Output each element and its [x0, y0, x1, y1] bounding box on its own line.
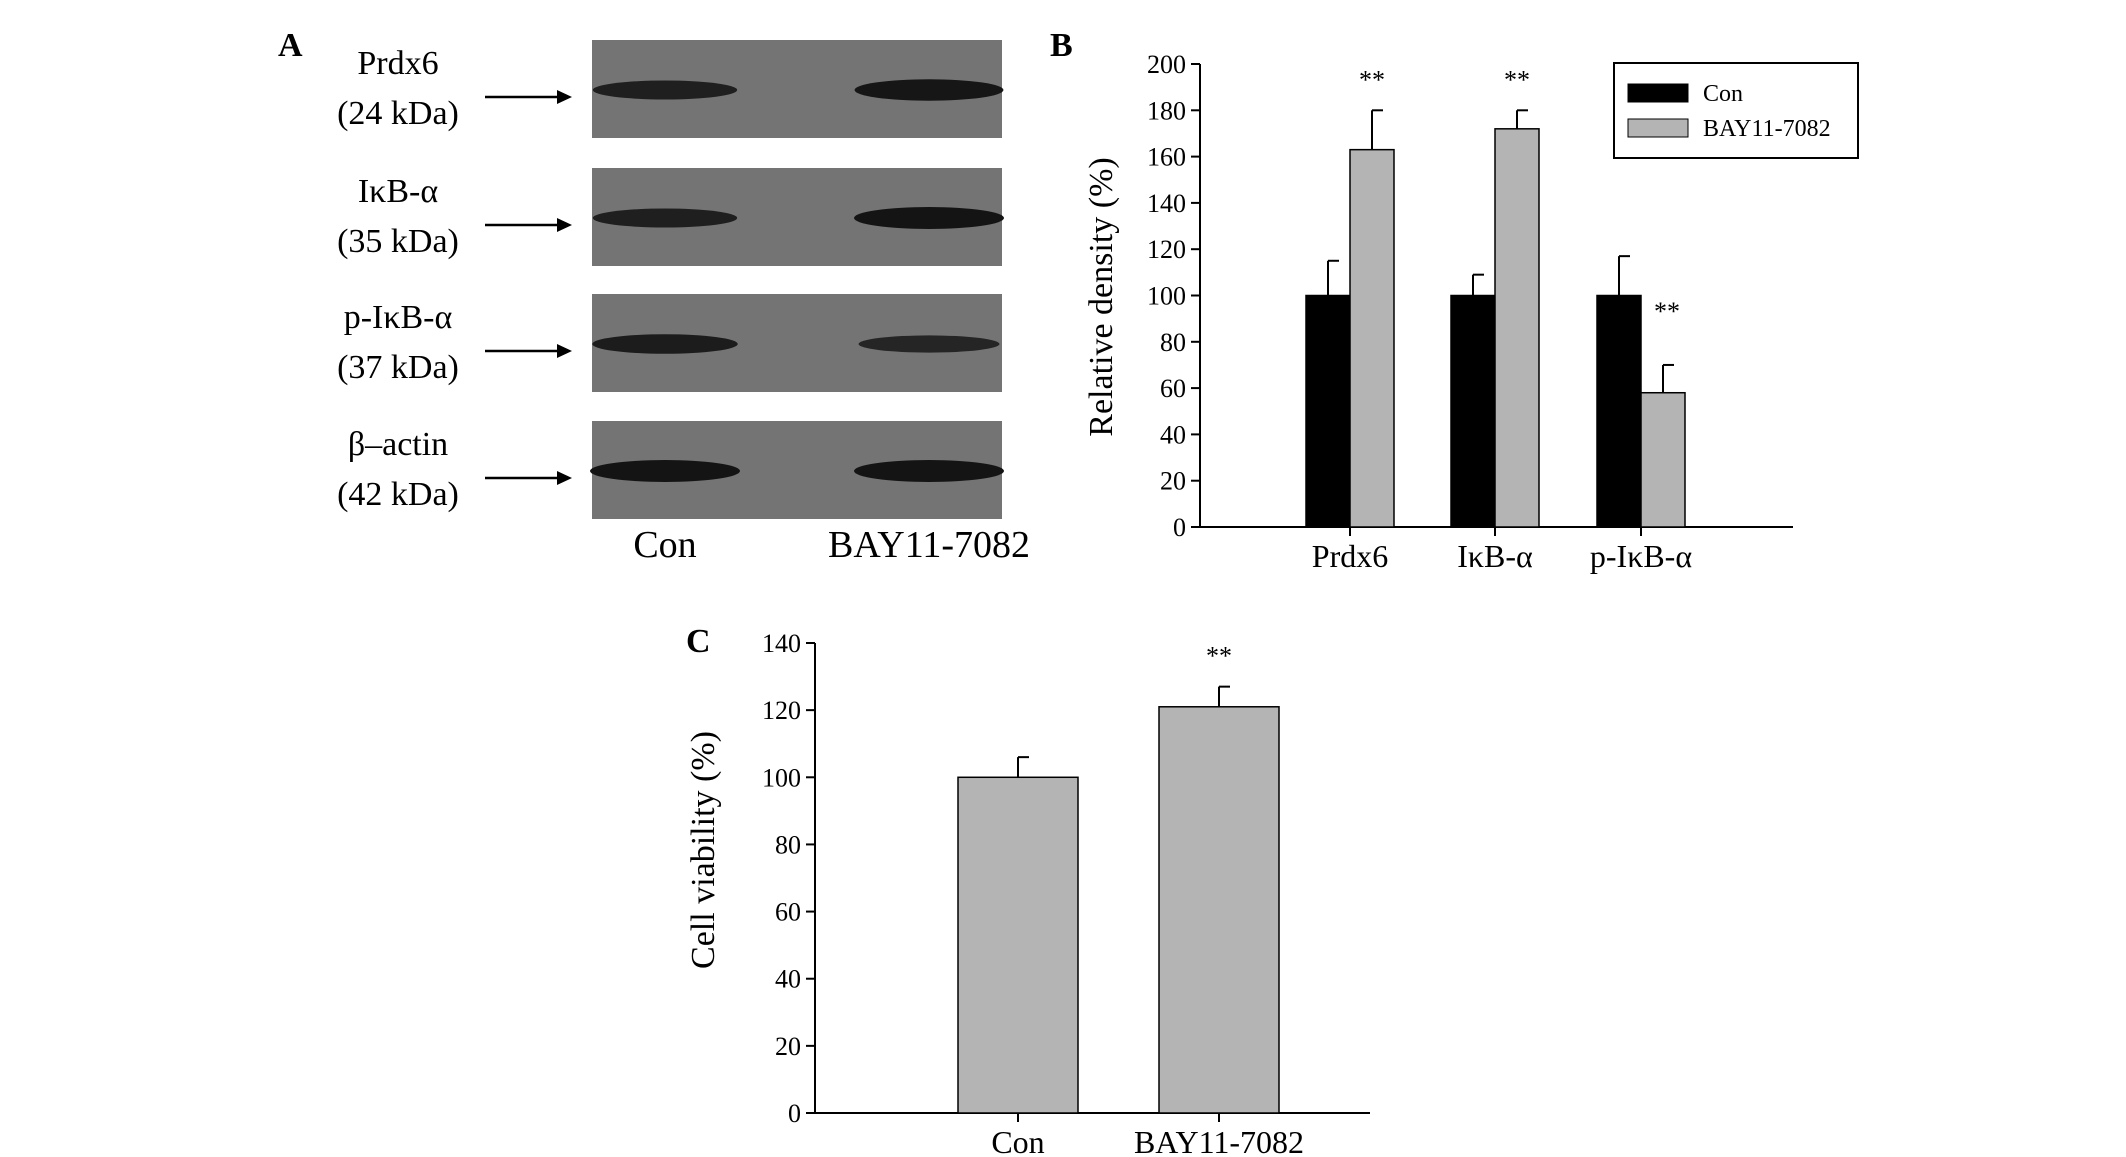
panel-c-label: C — [686, 623, 711, 660]
bar — [957, 776, 1079, 1114]
legend-swatch-bay — [1627, 118, 1689, 138]
blot-band — [854, 79, 1004, 101]
legend-b: Con BAY11-7082 — [1613, 62, 1859, 159]
y-tick-label: 160 — [1147, 143, 1186, 172]
bar — [1494, 128, 1540, 528]
significance-marker: ** — [1504, 65, 1530, 94]
blot-protein-label: IκB-α — [358, 173, 438, 210]
significance-marker: ** — [1654, 297, 1680, 326]
arrow-head-icon — [557, 471, 572, 485]
panel-a-label: A — [278, 27, 303, 64]
panel-b-label: B — [1050, 27, 1073, 64]
y-tick-label: 180 — [1147, 96, 1186, 125]
x-tick-label: p-IκB-α — [1590, 538, 1692, 574]
arrow-head-icon — [557, 90, 572, 104]
bar — [1640, 391, 1686, 528]
x-tick-label: Con — [991, 1124, 1044, 1157]
blot-protein-label: β–actin — [348, 426, 448, 463]
blot-band — [858, 335, 1000, 353]
legend-label-bay: BAY11-7082 — [1703, 116, 1831, 142]
panel-c-cell-viability-chart: C Cell viability (%) 0 20 40 60 80 100 120 140 C… — [685, 623, 1370, 1157]
blot-band — [854, 460, 1004, 482]
blot-band — [592, 208, 738, 228]
blot-protein-label: Prdx6 — [357, 45, 438, 82]
x-tick-label: IκB-α — [1457, 538, 1533, 574]
bar — [1450, 294, 1496, 528]
legend-swatch-con — [1627, 83, 1689, 103]
panel-a-western-blot: A Prdx6 (24 kDa) IκB-α (35 kDa) p-IκB-α (37 k… — [278, 27, 1030, 566]
legend-label-con: Con — [1703, 81, 1743, 107]
y-axis-title-b: Relative density (%) — [1083, 157, 1120, 436]
blot-band — [590, 460, 740, 482]
blot-kda-label: (42 kDa) — [337, 476, 459, 513]
blot-kda-label: (24 kDa) — [337, 95, 459, 132]
y-tick-label: 20 — [1160, 467, 1186, 496]
blot-kda-label: (37 kDa) — [337, 349, 459, 386]
y-tick-label: 140 — [762, 629, 801, 658]
lane-label-con: Con — [633, 524, 696, 566]
blot-protein-label: p-IκB-α — [344, 299, 453, 336]
y-tick-label: 60 — [775, 898, 801, 927]
x-tick-label: Prdx6 — [1312, 538, 1388, 574]
y-tick-label: 120 — [1147, 235, 1186, 264]
y-tick-label: 60 — [1160, 374, 1186, 403]
significance-marker: ** — [1359, 65, 1385, 94]
panel-b-relative-density-chart: B Relative density (%) 0 20 40 60 80 100 120 14… — [1050, 27, 1859, 574]
y-tick-label: 100 — [762, 763, 801, 792]
lane-label-bay: BAY11-7082 — [828, 524, 1030, 566]
y-tick-label: 40 — [775, 965, 801, 994]
y-axis-title-c: Cell viability (%) — [685, 731, 722, 969]
blot-band — [854, 207, 1004, 229]
y-tick-label: 40 — [1160, 420, 1186, 449]
blot-kda-label: (35 kDa) — [337, 223, 459, 260]
bar — [1596, 294, 1642, 528]
y-tick-label: 80 — [775, 830, 801, 859]
y-tick-label: 100 — [1147, 282, 1186, 311]
y-tick-label: 0 — [1173, 513, 1186, 542]
bar — [1158, 706, 1280, 1114]
arrow-head-icon — [557, 218, 572, 232]
bar — [1349, 148, 1395, 528]
x-tick-label: BAY11-7082 — [1134, 1124, 1304, 1157]
y-tick-label: 80 — [1160, 328, 1186, 357]
y-tick-label: 200 — [1147, 50, 1186, 79]
y-tick-label: 140 — [1147, 189, 1186, 218]
bar — [1305, 294, 1351, 528]
y-tick-label: 120 — [762, 696, 801, 725]
y-tick-label: 20 — [775, 1032, 801, 1061]
legend-frame — [1613, 62, 1859, 159]
blot-band — [592, 80, 738, 100]
y-tick-label: 0 — [788, 1099, 801, 1128]
blot-band — [592, 334, 738, 354]
arrow-head-icon — [557, 344, 572, 358]
significance-marker: ** — [1206, 642, 1232, 671]
